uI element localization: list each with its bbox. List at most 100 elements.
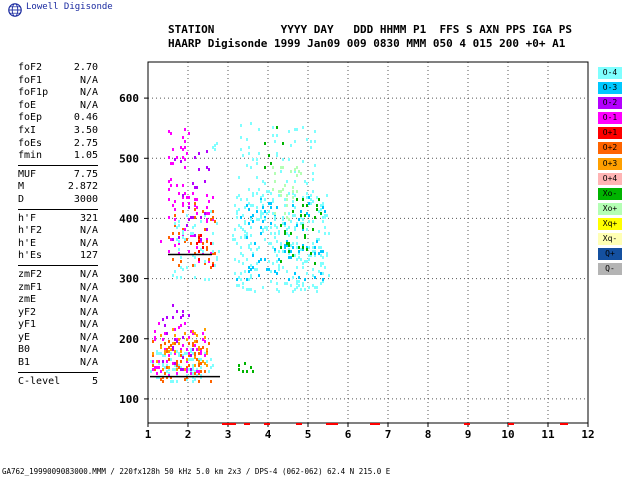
echo-point: [294, 254, 296, 257]
echo-point: [198, 152, 200, 155]
echo-point: [156, 350, 158, 353]
echo-point: [284, 230, 286, 233]
echo-point: [300, 258, 302, 261]
echo-point: [198, 360, 200, 363]
echo-point: [250, 276, 252, 279]
echo-point: [192, 182, 194, 185]
echo-point: [296, 286, 298, 289]
echo-point: [180, 256, 182, 259]
echo-point: [272, 198, 274, 201]
echo-point: [174, 218, 176, 221]
echo-point: [286, 228, 288, 231]
echo-point: [172, 368, 174, 371]
x-tick-label: 7: [385, 428, 392, 441]
param-label: foF2: [18, 62, 43, 73]
echo-point: [178, 364, 180, 367]
echo-point: [182, 368, 184, 371]
echo-point: [242, 254, 244, 257]
echo-point: [178, 220, 180, 223]
echo-point: [216, 142, 218, 145]
echo-point: [260, 212, 262, 215]
echo-point: [172, 258, 174, 261]
echo-point: [252, 204, 254, 207]
x-tick-label: 6: [345, 428, 352, 441]
echo-point: [196, 198, 198, 201]
echo-point: [170, 344, 172, 347]
echo-point: [320, 282, 322, 285]
echo-point: [196, 246, 198, 249]
echo-point: [256, 206, 258, 209]
param-label: M: [18, 181, 25, 193]
param-row: foF1p N/A: [18, 87, 98, 100]
echo-point: [168, 188, 170, 191]
echo-point: [188, 336, 190, 339]
echo-point: [154, 338, 156, 341]
echo-point: [322, 250, 324, 253]
echo-point: [250, 264, 252, 267]
echo-point: [262, 180, 264, 183]
echo-point: [306, 248, 308, 251]
echo-point: [322, 216, 324, 219]
echo-point: [312, 274, 314, 277]
echo-point: [308, 246, 310, 249]
echo-point: [244, 270, 246, 273]
echo-point: [286, 240, 288, 243]
echo-point: [252, 158, 254, 161]
echo-point: [258, 152, 260, 155]
echo-point: [270, 202, 272, 205]
echo-point: [152, 354, 154, 357]
echo-point: [268, 202, 270, 205]
echo-point: [286, 232, 288, 235]
echo-point: [174, 350, 176, 353]
echo-point: [188, 206, 190, 209]
echo-point: [280, 260, 282, 263]
echo-point: [302, 228, 304, 231]
echo-point: [282, 188, 284, 191]
echo-point: [176, 276, 178, 279]
echo-point: [302, 224, 304, 227]
echo-point: [160, 352, 162, 355]
echo-point: [154, 330, 156, 333]
echo-point: [296, 246, 298, 249]
echo-point: [168, 358, 170, 361]
echo-point: [186, 348, 188, 351]
echo-point: [182, 310, 184, 313]
echo-point: [184, 192, 186, 195]
echo-point: [294, 206, 296, 209]
echo-point: [200, 216, 202, 219]
echo-point: [168, 354, 170, 357]
echo-point: [172, 162, 174, 165]
echo-point: [314, 164, 316, 167]
echo-point: [326, 252, 328, 255]
echo-point: [292, 196, 294, 199]
echo-point: [306, 272, 308, 275]
param-row: h'Es 127: [18, 250, 98, 263]
echo-point: [196, 334, 198, 337]
echo-point: [238, 284, 240, 287]
echo-point: [274, 250, 276, 253]
echo-point: [314, 216, 316, 219]
echo-point: [250, 226, 252, 229]
echo-point: [252, 252, 254, 255]
param-row: foE N/A: [18, 100, 98, 113]
echo-point: [182, 148, 184, 151]
echo-point: [186, 266, 188, 269]
echo-point: [170, 184, 172, 187]
echo-point: [284, 246, 286, 249]
echo-point: [198, 168, 200, 171]
echo-point: [194, 378, 196, 381]
echo-point: [206, 248, 208, 251]
echo-point: [252, 192, 254, 195]
echo-point: [204, 278, 206, 281]
echo-point: [164, 348, 166, 351]
echo-point: [274, 216, 276, 219]
echo-point: [208, 342, 210, 345]
echo-point: [192, 264, 194, 267]
echo-point: [202, 360, 204, 363]
echo-point: [326, 194, 328, 197]
echo-point: [194, 372, 196, 375]
echo-point: [174, 328, 176, 331]
param-label: h'Es: [18, 250, 43, 262]
echo-point: [284, 282, 286, 285]
echo-point: [166, 360, 168, 363]
